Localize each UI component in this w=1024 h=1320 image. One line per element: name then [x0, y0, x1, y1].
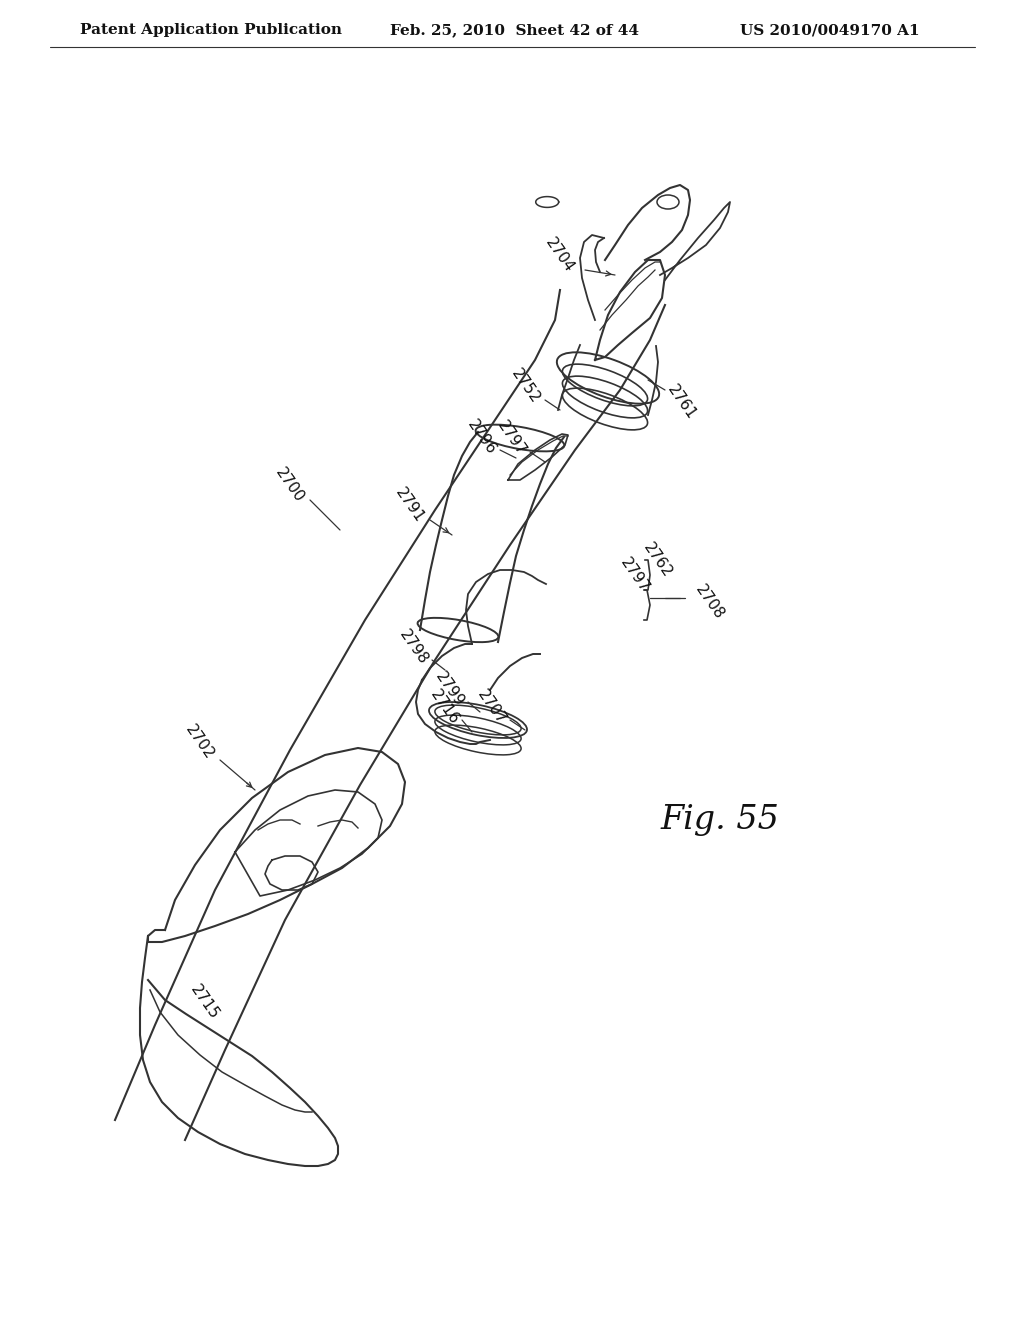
Text: 2715: 2715 [187, 982, 222, 1022]
Text: Feb. 25, 2010  Sheet 42 of 44: Feb. 25, 2010 Sheet 42 of 44 [390, 22, 639, 37]
Text: 2796: 2796 [465, 417, 500, 457]
Text: Patent Application Publication: Patent Application Publication [80, 22, 342, 37]
Text: 2798: 2798 [396, 627, 431, 667]
Text: 2791: 2791 [393, 484, 427, 525]
Text: 2797: 2797 [617, 554, 652, 595]
Text: Fig. 55: Fig. 55 [660, 804, 779, 836]
Text: 2704: 2704 [543, 235, 578, 275]
Text: 2708: 2708 [693, 582, 727, 622]
Text: 2716: 2716 [428, 686, 462, 727]
Text: 2797: 2797 [495, 418, 529, 458]
Text: 2762: 2762 [641, 540, 675, 579]
Text: 2761: 2761 [665, 381, 699, 422]
Text: US 2010/0049170 A1: US 2010/0049170 A1 [740, 22, 920, 37]
Text: 2702: 2702 [183, 722, 217, 762]
Text: 2700: 2700 [272, 465, 307, 506]
Text: 2799: 2799 [433, 669, 467, 709]
Text: 2707: 2707 [475, 686, 509, 727]
Text: 2752: 2752 [509, 366, 543, 407]
